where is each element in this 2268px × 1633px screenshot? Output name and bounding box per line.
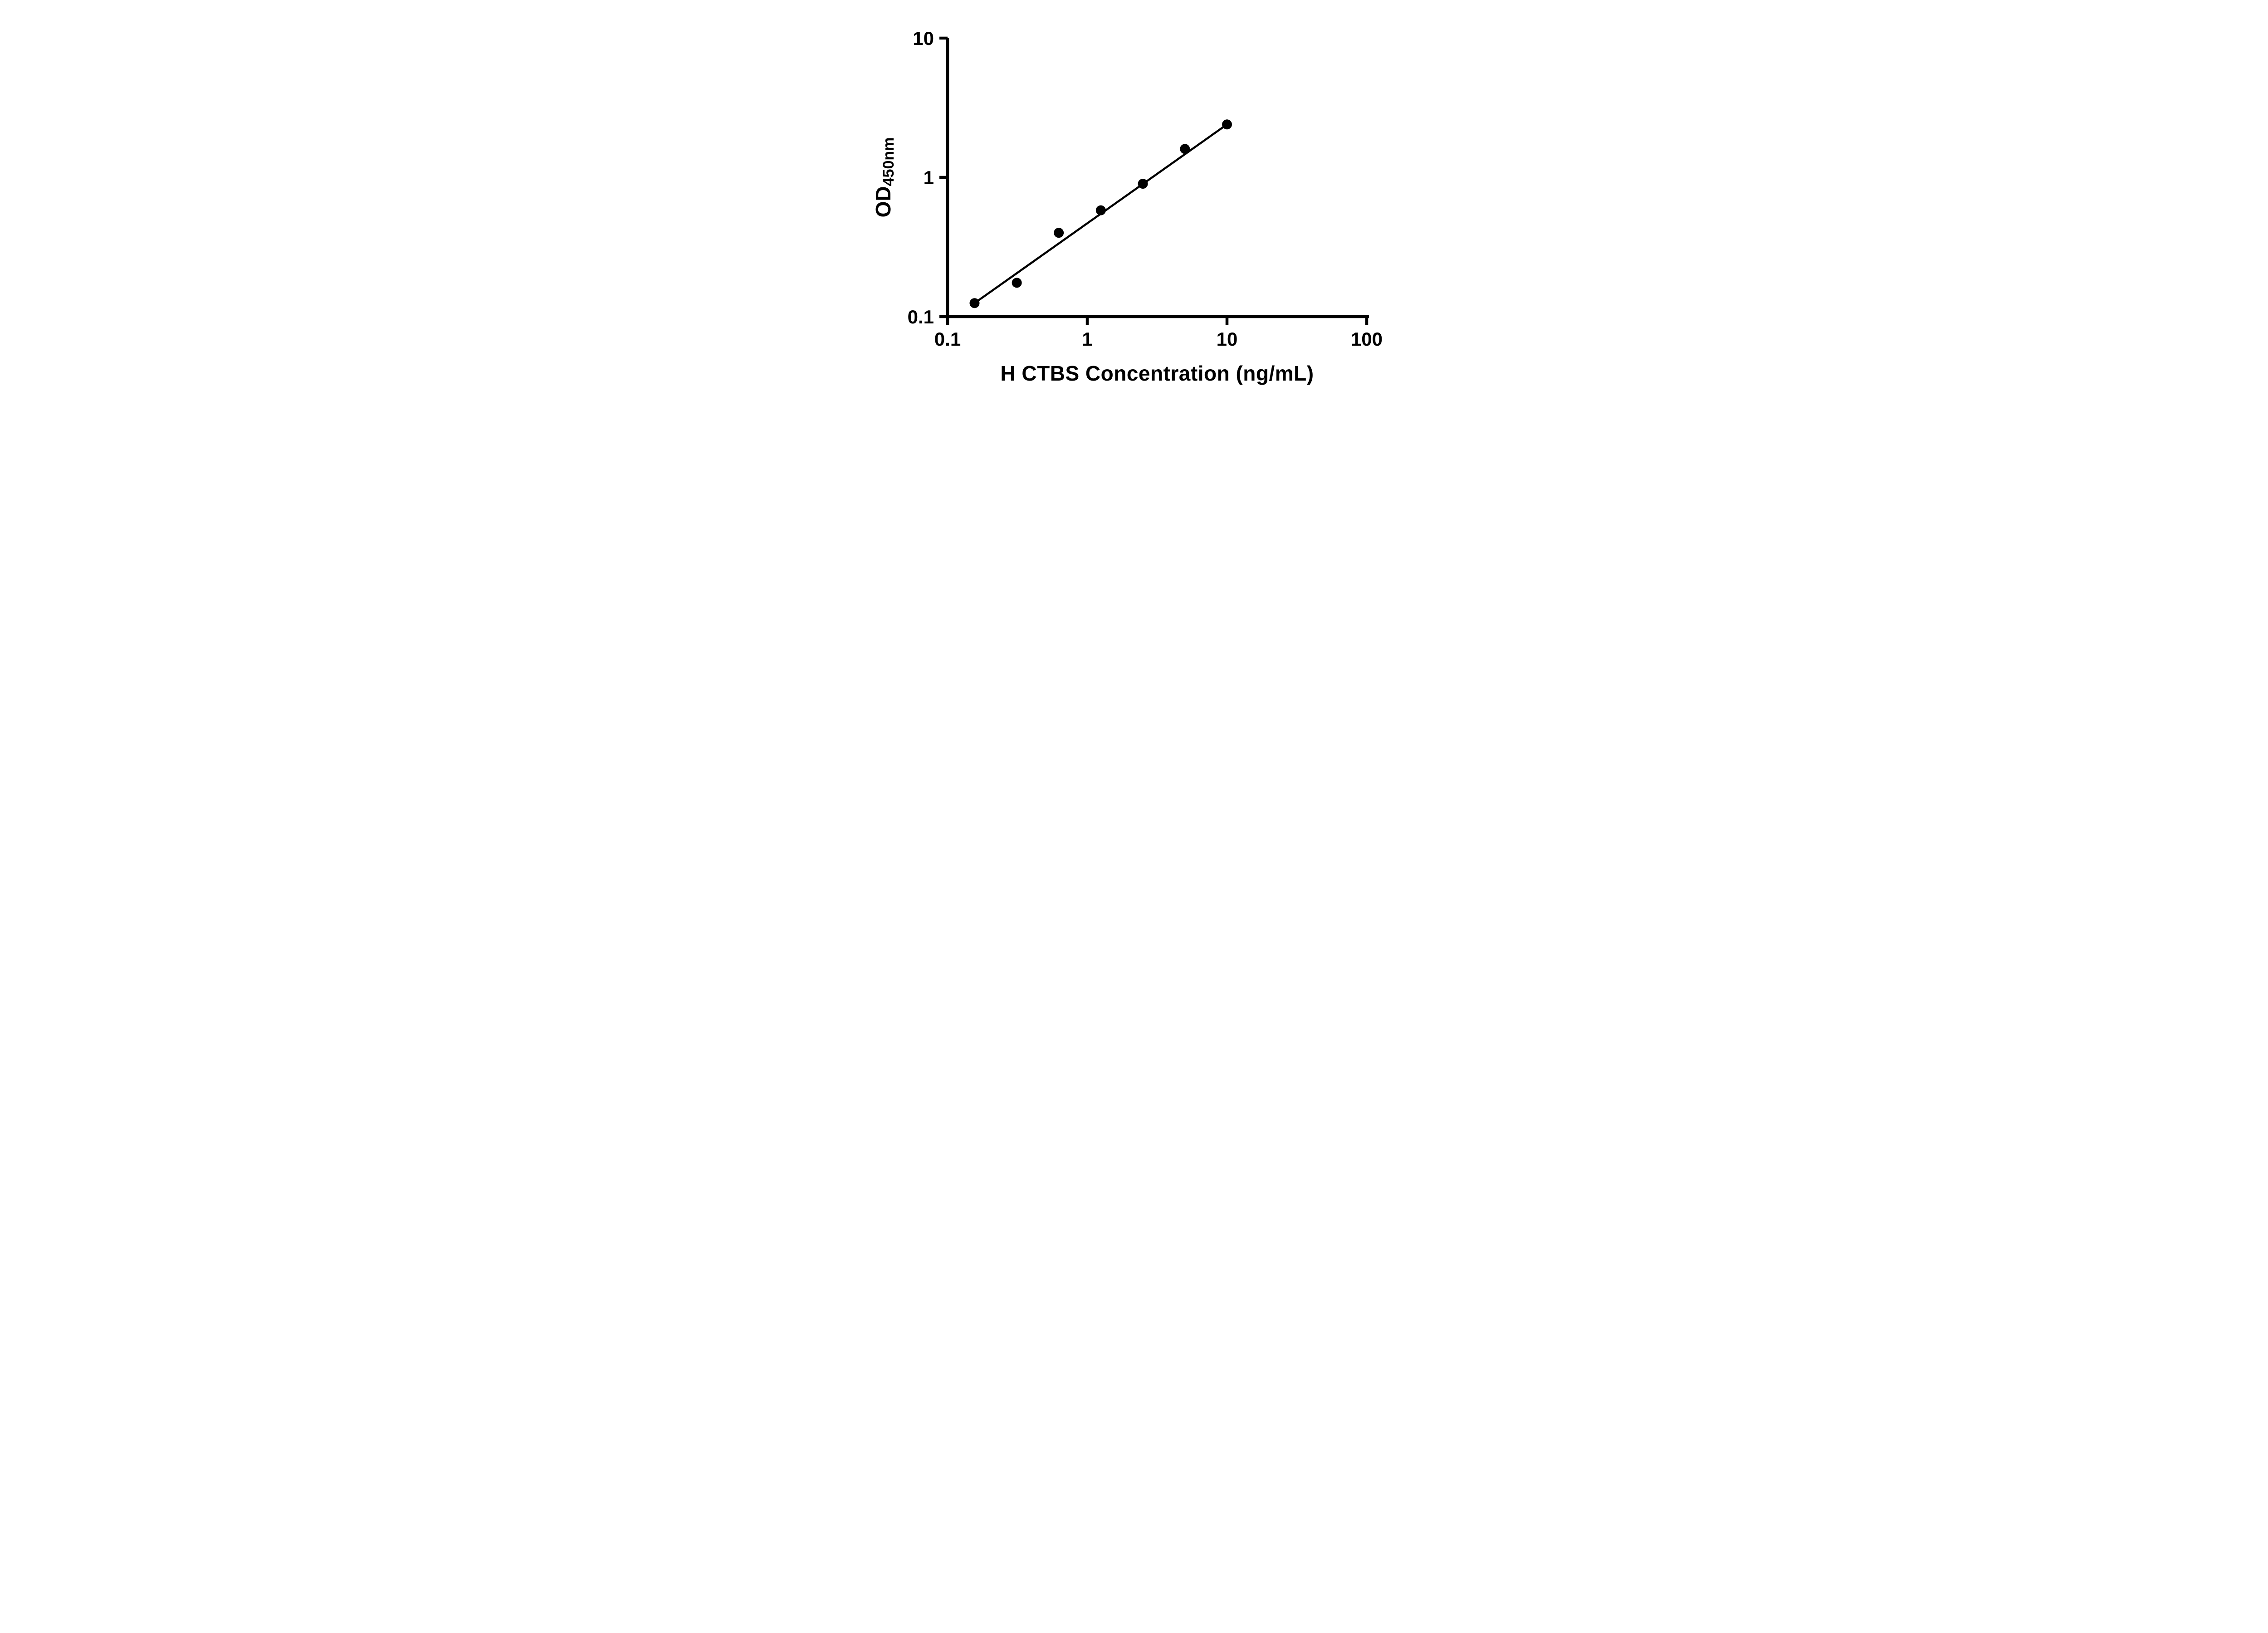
chart-canvas: 0.1 1 10 100 0.1 1 10 bbox=[908, 28, 1383, 350]
y-axis-title-main: OD bbox=[871, 186, 895, 218]
y-tick-label: 0.1 bbox=[908, 306, 934, 328]
y-axis-title-subscript: 450nm bbox=[880, 137, 897, 186]
y-tick-label: 1 bbox=[924, 167, 934, 188]
x-tick-label: 0.1 bbox=[934, 328, 961, 350]
x-tick-label: 10 bbox=[1217, 328, 1238, 350]
data-point bbox=[1054, 228, 1064, 238]
x-tick-label: 100 bbox=[1351, 328, 1383, 350]
y-axis-title: OD450nm bbox=[871, 137, 897, 218]
y-tick-label: 10 bbox=[913, 28, 934, 49]
data-point bbox=[969, 298, 980, 308]
x-axis-title: H CTBS Concentration (ng/mL) bbox=[1000, 362, 1314, 385]
elisa-standard-curve-figure: 0.1 1 10 100 0.1 1 10 OD450nm H CTBS Concentra… bbox=[848, 0, 1420, 408]
data-point bbox=[1138, 179, 1148, 189]
x-tick-label: 1 bbox=[1082, 328, 1092, 350]
data-point bbox=[1012, 278, 1022, 288]
data-point bbox=[1222, 119, 1232, 130]
data-point bbox=[1095, 205, 1106, 215]
data-point bbox=[1180, 144, 1190, 154]
axis-spine bbox=[946, 38, 1369, 318]
